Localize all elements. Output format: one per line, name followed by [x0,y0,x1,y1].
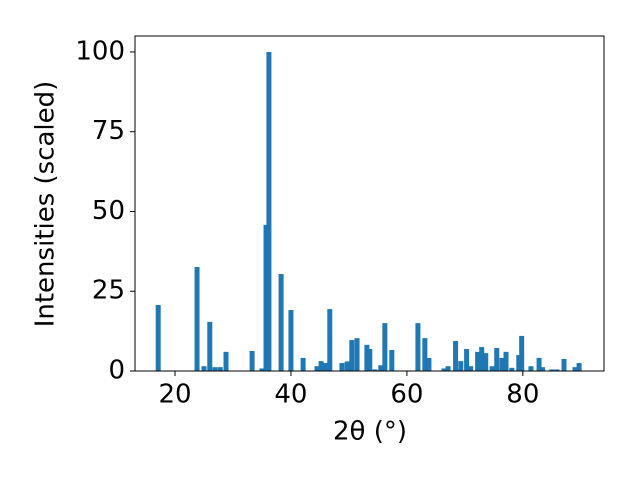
bar [422,338,428,371]
bar [445,366,451,371]
bar [155,304,161,371]
bar [483,353,489,371]
bar [489,366,495,371]
y-tick-label: 100 [75,36,125,66]
bar [378,365,384,371]
bar [464,348,470,371]
bar [572,367,578,371]
bar [259,368,265,371]
bar [519,335,525,371]
x-tick-label: 40 [274,380,307,410]
bar [327,309,333,371]
bar [217,367,223,371]
y-tick-label: 50 [92,196,125,226]
bar [509,367,515,371]
bar [266,51,272,371]
bar [468,366,474,371]
bar [207,321,213,371]
x-tick-label: 80 [506,380,539,410]
bar [458,361,464,371]
bar [561,358,567,371]
bar [475,351,481,371]
bar [339,363,345,371]
y-tick-label: 0 [108,356,125,386]
bar [516,355,522,371]
bar [354,338,360,371]
bar [367,348,373,371]
bar [344,361,350,371]
y-tick-label: 75 [92,116,125,146]
x-axis-label: 2θ (°) [333,417,407,447]
bar [479,347,485,371]
bar [278,274,284,371]
bar [300,357,306,371]
bar [499,357,505,371]
y-axis-label: Intensities (scaled) [31,81,61,328]
bar [540,367,546,371]
bar [554,369,560,371]
bar [453,341,459,371]
bar [441,368,447,371]
bar [263,224,269,371]
bar [372,369,378,371]
bar [201,366,207,371]
bar [314,366,320,371]
bar [426,357,432,371]
bar [349,340,355,371]
bar [288,310,294,371]
plot-frame [134,35,605,372]
bar [364,344,370,371]
bar [249,350,255,371]
bar [549,369,555,371]
y-tick-label: 25 [92,276,125,306]
bar [576,363,582,371]
x-tick-label: 60 [390,380,423,410]
bar [194,266,200,371]
bar [318,361,324,371]
bar [382,323,388,371]
bar [415,323,421,371]
bar [494,348,500,371]
bar [536,357,542,371]
bar [223,351,229,371]
bar [389,349,395,371]
x-tick-label: 20 [158,380,191,410]
bar [212,367,218,371]
bar [528,366,534,371]
bar [503,351,509,371]
bar [322,363,328,371]
